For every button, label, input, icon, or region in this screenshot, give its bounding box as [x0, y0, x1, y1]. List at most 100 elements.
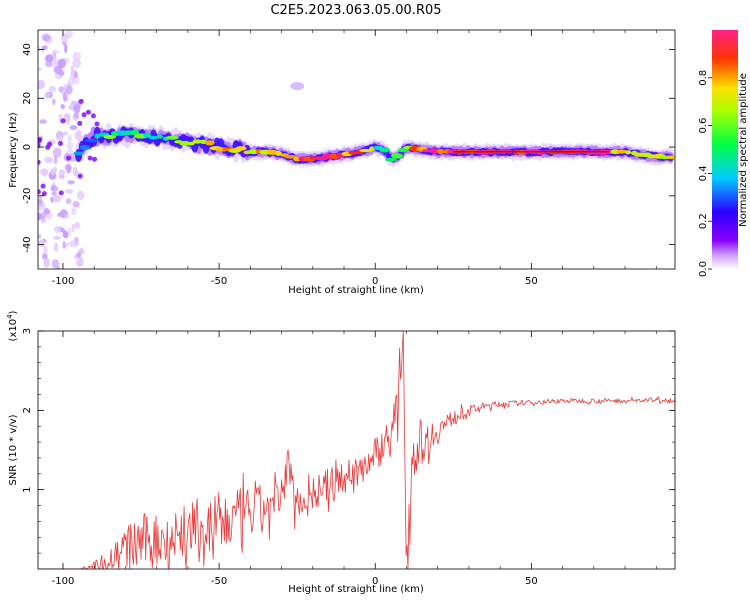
- noise-blob: [38, 67, 43, 72]
- ridge-core: [275, 150, 282, 156]
- noise-blob: [78, 98, 84, 104]
- x-tick-label: 0: [372, 576, 378, 587]
- snr-marks: [38, 331, 675, 569]
- noise-blob: [50, 168, 57, 176]
- noise-blob: [71, 223, 75, 233]
- ridge-core: [187, 141, 195, 146]
- y-tick-label: 40: [22, 43, 33, 56]
- noise-blob: [38, 196, 42, 205]
- ridge-core: [103, 135, 117, 139]
- y-tick-label: 3: [22, 328, 33, 334]
- ridge-core: [391, 153, 404, 159]
- noise-blob: [58, 70, 65, 76]
- ridge-core: [143, 132, 152, 138]
- noise-blob: [53, 235, 61, 240]
- noise-blob: [39, 119, 47, 124]
- noise-blob: [38, 137, 43, 142]
- noise-blob: [67, 180, 75, 185]
- noise-blob: [65, 198, 72, 205]
- noise-blob: [58, 174, 65, 179]
- noise-blob: [87, 155, 93, 161]
- noise-blob: [38, 239, 46, 248]
- noise-blob: [65, 85, 73, 95]
- noise-blob: [51, 191, 57, 196]
- noise-blob: [65, 189, 74, 194]
- noise-blob: [56, 266, 61, 269]
- x-tick-label: 50: [525, 576, 538, 587]
- noise-blob: [65, 163, 72, 174]
- noise-blob: [58, 141, 63, 146]
- noise-blob: [43, 207, 50, 215]
- noise-blob: [74, 222, 80, 229]
- noise-blob: [57, 135, 63, 144]
- ridge-core: [73, 151, 84, 156]
- noise-blob: [48, 85, 57, 93]
- noise-blob: [45, 54, 54, 63]
- colorbar-tick-label: 0.8: [698, 70, 709, 86]
- spectrogram-x-label: Height of straight line (km): [288, 285, 424, 296]
- noise-blob: [54, 225, 61, 233]
- ridge-core: [384, 157, 397, 162]
- snr-y-label: SNR (10 * v/v): [8, 414, 19, 485]
- noise-blob: [40, 183, 46, 189]
- noise-blob: [38, 234, 42, 239]
- y-tick-label: 1: [22, 486, 33, 492]
- noise-blob: [38, 212, 42, 221]
- noise-blob: [51, 49, 60, 54]
- noise-blob: [44, 257, 49, 265]
- y-tick-label: -20: [22, 188, 33, 204]
- ridge-core: [397, 148, 409, 153]
- y-tick-label: 20: [22, 92, 33, 105]
- noise-blob: [290, 82, 305, 91]
- noise-blob: [44, 156, 54, 164]
- y-tick-label: -40: [22, 236, 33, 252]
- spectrogram-y-label: Frequency (Hz): [8, 112, 19, 188]
- noise-blob: [58, 190, 64, 196]
- noise-blob: [38, 159, 41, 165]
- snr-y-scale: (x104): [6, 310, 19, 341]
- noise-blob: [57, 212, 61, 217]
- noise-blob: [67, 134, 72, 142]
- noise-blob: [60, 228, 66, 233]
- x-tick-label: -50: [211, 576, 227, 587]
- noise-blob: [66, 155, 72, 161]
- snr-panel: -100 -50 0 50 1 2 3 Height of straight line (…: [6, 310, 676, 595]
- noise-blob: [71, 207, 77, 216]
- noise-blob: [60, 103, 65, 110]
- noise-blob: [38, 46, 41, 52]
- ridge-core: [498, 148, 508, 154]
- y-tick-label: 2: [22, 407, 33, 413]
- ridge-core: [625, 150, 632, 155]
- noise-blob: [73, 112, 79, 119]
- noise-blob: [64, 43, 68, 54]
- ridge-core: [266, 149, 278, 155]
- snr-plot-area: [38, 331, 675, 569]
- ridge-core: [130, 129, 140, 136]
- noise-blob: [51, 259, 60, 269]
- ridge-core: [148, 135, 159, 140]
- ridge-core: [156, 134, 163, 139]
- colorbar-tick-label: 0.2: [698, 213, 709, 229]
- ridge-core: [437, 148, 445, 155]
- ridge-core: [615, 149, 629, 154]
- noise-blob: [41, 45, 48, 51]
- colorbar-tick-label: 0.4: [698, 165, 709, 181]
- snr-frame: [37, 330, 676, 570]
- noise-blob: [52, 98, 56, 106]
- snr-x-label: Height of straight line (km): [288, 584, 424, 595]
- noise-blob: [45, 61, 53, 67]
- spectrogram-frame: [37, 29, 676, 270]
- noise-blob: [41, 191, 47, 197]
- noise-blob: [68, 76, 74, 87]
- x-tick-label: -100: [52, 576, 75, 587]
- colorbar-ticks: 0.0 0.2 0.4 0.6 0.8: [698, 70, 712, 277]
- ridge-core: [379, 147, 391, 153]
- spectrogram-panel: -100 -50 0 50 -40 -20 0 20 40 Height of straigh…: [8, 29, 749, 296]
- noise-blob: [63, 91, 67, 102]
- noise-blob: [62, 230, 69, 239]
- colorbar-gradient: [712, 30, 738, 269]
- noise-blob: [47, 141, 53, 147]
- ridge-core: [665, 155, 675, 159]
- noise-blob: [40, 168, 49, 177]
